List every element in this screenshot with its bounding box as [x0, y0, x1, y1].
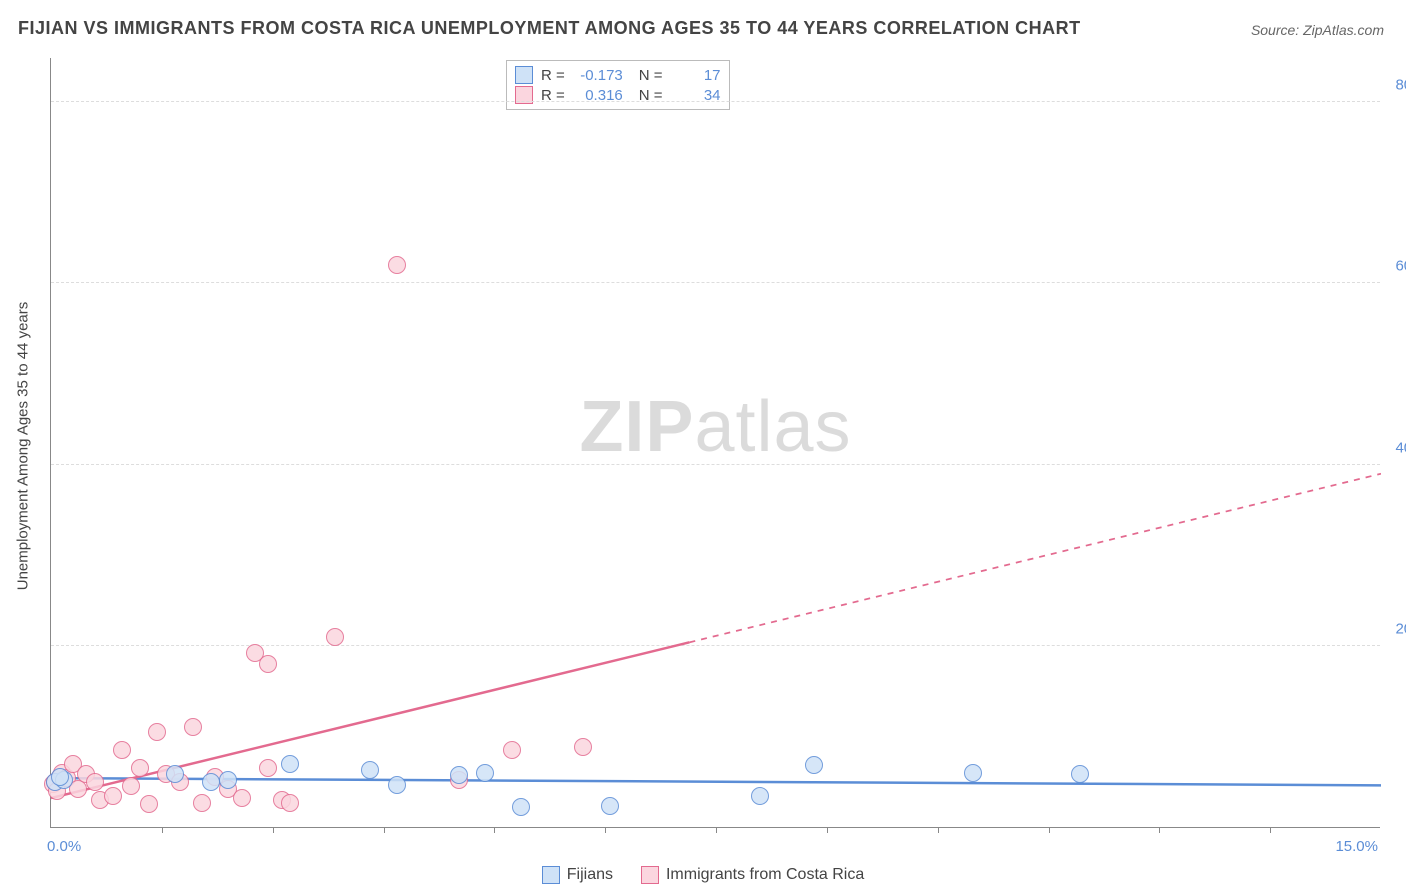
scatter-point: [219, 771, 237, 789]
scatter-point: [281, 755, 299, 773]
scatter-point: [233, 789, 251, 807]
y-tick-label: 60.0%: [1386, 258, 1406, 275]
scatter-point: [202, 773, 220, 791]
r-value-fijians: -0.173: [573, 67, 623, 84]
legend-label-costa-rica: Immigrants from Costa Rica: [666, 866, 864, 884]
watermark-light: atlas: [694, 387, 851, 467]
scatter-point: [805, 756, 823, 774]
scatter-point: [512, 798, 530, 816]
r-label: R =: [541, 67, 565, 84]
gridline: [51, 101, 1380, 102]
y-tick-label: 40.0%: [1386, 439, 1406, 456]
x-axis-min-label: 0.0%: [47, 838, 81, 855]
x-tick: [938, 827, 939, 833]
y-axis-label-container: Unemployment Among Ages 35 to 44 years: [8, 0, 38, 892]
scatter-point: [388, 776, 406, 794]
gridline: [51, 464, 1380, 465]
x-tick: [162, 827, 163, 833]
swatch-fijians: [542, 866, 560, 884]
y-axis-label: Unemployment Among Ages 35 to 44 years: [15, 302, 32, 591]
scatter-point: [1071, 765, 1089, 783]
n-label: N =: [639, 67, 663, 84]
gridline: [51, 282, 1380, 283]
scatter-point: [122, 777, 140, 795]
n-value-fijians: 17: [671, 67, 721, 84]
scatter-point: [259, 655, 277, 673]
scatter-point: [326, 628, 344, 646]
scatter-point: [751, 787, 769, 805]
scatter-point: [361, 761, 379, 779]
legend: Fijians Immigrants from Costa Rica: [0, 866, 1406, 884]
x-tick: [494, 827, 495, 833]
stats-box: R = -0.173 N = 17 R = 0.316 N = 34: [506, 60, 730, 110]
scatter-point: [601, 797, 619, 815]
watermark: ZIPatlas: [579, 386, 851, 468]
scatter-point: [51, 768, 69, 786]
swatch-fijians: [515, 66, 533, 84]
x-tick: [827, 827, 828, 833]
scatter-point: [281, 794, 299, 812]
x-tick: [1049, 827, 1050, 833]
scatter-point: [259, 759, 277, 777]
legend-label-fijians: Fijians: [567, 866, 613, 884]
chart-title: FIJIAN VS IMMIGRANTS FROM COSTA RICA UNE…: [18, 18, 1081, 39]
trend-lines: [51, 57, 1381, 827]
scatter-point: [476, 764, 494, 782]
source-label: Source: ZipAtlas.com: [1251, 22, 1384, 38]
x-tick: [1270, 827, 1271, 833]
x-tick: [1159, 827, 1160, 833]
scatter-point: [148, 723, 166, 741]
scatter-point: [113, 741, 131, 759]
swatch-costa-rica: [641, 866, 659, 884]
scatter-point: [574, 738, 592, 756]
y-tick-label: 80.0%: [1386, 77, 1406, 94]
stats-row-fijians: R = -0.173 N = 17: [515, 65, 721, 85]
legend-item-costa-rica: Immigrants from Costa Rica: [641, 866, 864, 884]
scatter-point: [964, 764, 982, 782]
x-tick: [384, 827, 385, 833]
scatter-point: [193, 794, 211, 812]
scatter-point: [503, 741, 521, 759]
x-tick: [273, 827, 274, 833]
scatter-point: [450, 766, 468, 784]
x-tick: [716, 827, 717, 833]
x-axis-max-label: 15.0%: [1335, 838, 1378, 855]
watermark-bold: ZIP: [579, 387, 694, 467]
scatter-point: [140, 795, 158, 813]
scatter-point: [184, 718, 202, 736]
scatter-plot: ZIPatlas R = -0.173 N = 17 R = 0.316 N =…: [50, 58, 1380, 828]
scatter-point: [104, 787, 122, 805]
x-tick: [605, 827, 606, 833]
scatter-point: [166, 765, 184, 783]
scatter-point: [131, 759, 149, 777]
scatter-point: [86, 773, 104, 791]
y-tick-label: 20.0%: [1386, 620, 1406, 637]
scatter-point: [388, 256, 406, 274]
legend-item-fijians: Fijians: [542, 866, 613, 884]
